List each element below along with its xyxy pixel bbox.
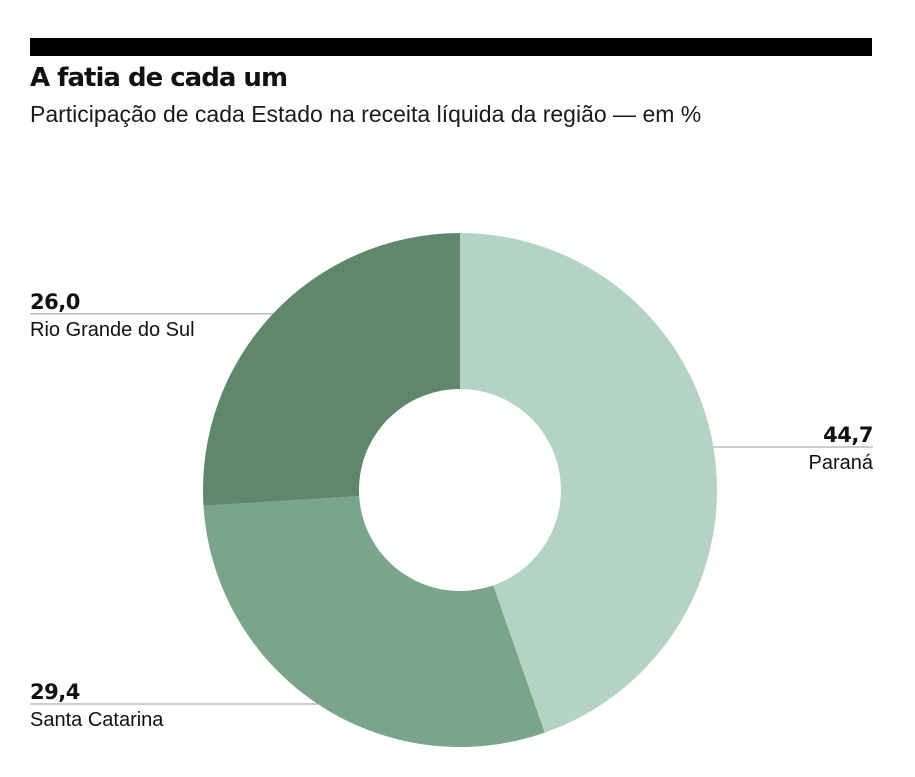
- labels-layer: 44,7 Paraná 29,4 Santa Catarina 26,0 Rio Gran…: [30, 290, 874, 731]
- value-label-santa-catarina: 29,4: [30, 680, 80, 704]
- value-label-parana: 44,7: [823, 423, 873, 447]
- state-label-santa-catarina: Santa Catarina: [30, 709, 164, 731]
- slice-santa-catarina: [203, 496, 545, 747]
- slices-layer: [202, 233, 717, 747]
- state-label-rio-grande-do-sul: Rio Grande do Sul: [30, 319, 195, 341]
- slice-rio-grande-do-sul: [202, 233, 460, 506]
- state-label-parana: Paraná: [809, 452, 874, 474]
- chart-title: A fatia de cada um: [30, 63, 288, 93]
- slice-parana: [460, 233, 717, 733]
- top-rule: [30, 38, 872, 56]
- chart-subtitle: Participação de cada Estado na receita l…: [30, 101, 702, 127]
- value-label-rio-grande-do-sul: 26,0: [30, 290, 80, 314]
